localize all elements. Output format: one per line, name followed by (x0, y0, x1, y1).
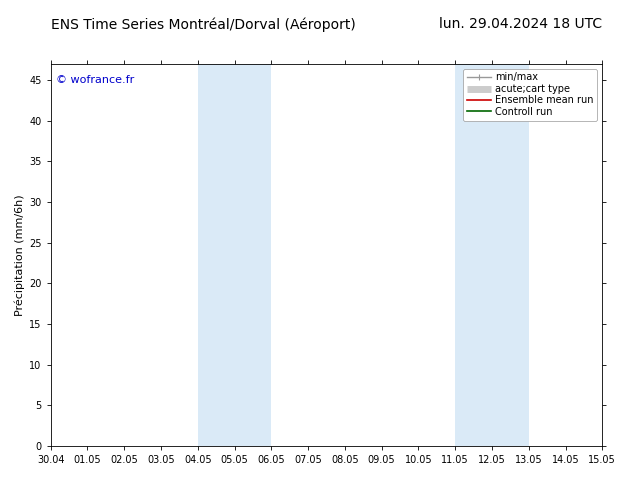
Y-axis label: Précipitation (mm/6h): Précipitation (mm/6h) (15, 194, 25, 316)
Text: © wofrance.fr: © wofrance.fr (56, 75, 134, 85)
Text: ENS Time Series Montréal/Dorval (Aéroport): ENS Time Series Montréal/Dorval (Aéropor… (51, 17, 356, 32)
Bar (198, 64, 271, 446)
Text: lun. 29.04.2024 18 UTC: lun. 29.04.2024 18 UTC (439, 17, 602, 31)
Legend: min/max, acute;cart type, Ensemble mean run, Controll run: min/max, acute;cart type, Ensemble mean … (463, 69, 597, 121)
Bar (455, 64, 529, 446)
